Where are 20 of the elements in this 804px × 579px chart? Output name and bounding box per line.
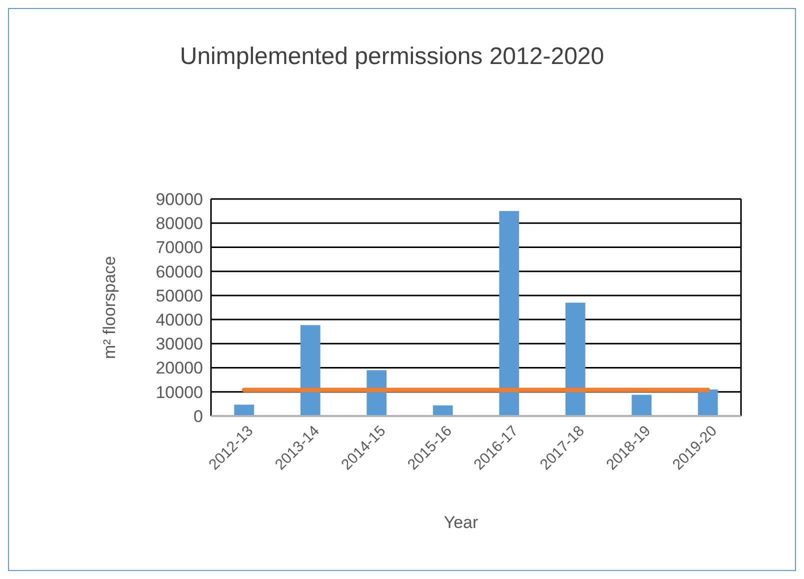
bar	[632, 394, 652, 416]
y-tick-label: 0	[194, 406, 203, 426]
bar	[499, 211, 520, 416]
bar	[300, 325, 320, 416]
bar	[565, 302, 586, 416]
chart-title: Unimplemented permissions 2012-2020	[180, 43, 604, 70]
y-tick-label: 20000	[156, 358, 203, 378]
y-tick-label: 70000	[156, 238, 203, 258]
y-tick-label: 60000	[156, 262, 203, 282]
y-tick-label: 30000	[156, 334, 203, 354]
bar	[432, 405, 453, 416]
bar	[234, 404, 254, 416]
y-tick-label: 40000	[156, 310, 203, 330]
y-tick-label: 50000	[156, 286, 203, 306]
x-axis-title: Year	[444, 513, 479, 532]
y-tick-label: 80000	[156, 214, 203, 234]
y-tick-label: 10000	[156, 382, 203, 402]
y-axis-title: m² floorspace	[100, 256, 119, 359]
y-tick-label: 90000	[156, 190, 203, 209]
bar	[698, 389, 718, 416]
